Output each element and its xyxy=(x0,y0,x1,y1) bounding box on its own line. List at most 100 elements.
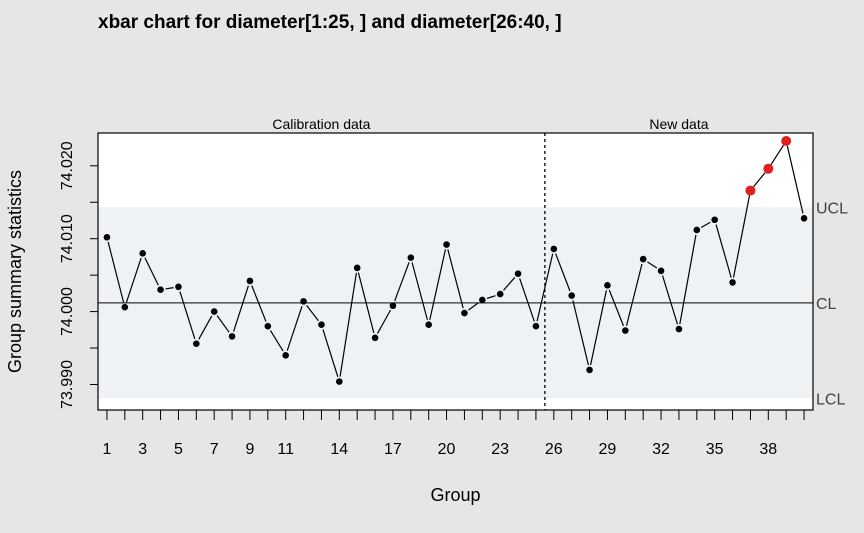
series-segment xyxy=(306,304,319,322)
x-tick-label: 7 xyxy=(210,441,219,458)
y-axis-label: Group summary statistics xyxy=(5,170,25,373)
series-segment xyxy=(394,262,410,302)
series-segment xyxy=(216,315,230,333)
series-segment xyxy=(233,285,249,332)
series-segment xyxy=(647,261,658,269)
x-tick-label: 14 xyxy=(330,441,348,458)
series-segment xyxy=(429,249,447,320)
series-segment xyxy=(107,241,125,303)
out-of-control-point xyxy=(781,136,792,147)
series-segment xyxy=(555,253,571,292)
series-segment xyxy=(125,257,142,303)
data-point xyxy=(175,283,182,291)
series-segment xyxy=(503,277,516,291)
series-segment xyxy=(179,291,196,340)
series-segment xyxy=(339,272,358,377)
data-point xyxy=(657,267,665,275)
data-point xyxy=(389,302,397,310)
data-point xyxy=(729,279,736,286)
data-point xyxy=(800,214,808,222)
y-tick-label: 74.020 xyxy=(59,141,76,190)
data-point xyxy=(675,325,683,333)
x-tick-label: 23 xyxy=(491,441,509,458)
data-point xyxy=(353,264,361,272)
data-point xyxy=(461,309,468,317)
data-point xyxy=(443,241,450,248)
series-segment xyxy=(715,224,732,278)
data-point xyxy=(568,292,575,299)
series-segment xyxy=(251,285,267,322)
series-segment xyxy=(608,289,625,327)
data-point xyxy=(586,366,593,374)
x-tick-label: 29 xyxy=(599,441,617,458)
plot-frame xyxy=(97,132,814,411)
series-segment xyxy=(144,257,159,286)
y-tick-label: 74.000 xyxy=(59,287,76,336)
data-point xyxy=(246,277,254,285)
data-point xyxy=(550,245,558,253)
data-point xyxy=(604,282,611,289)
data-point xyxy=(193,340,200,347)
data-point xyxy=(479,296,486,304)
data-point xyxy=(228,333,236,340)
series-segment xyxy=(411,262,428,321)
data-point xyxy=(210,308,218,315)
x-tick-label: 26 xyxy=(545,441,563,458)
x-tick-label: 1 xyxy=(102,441,111,458)
out-of-control-point xyxy=(763,163,774,174)
x-tick-label: 35 xyxy=(706,441,724,458)
series-segment xyxy=(786,145,804,214)
series-segment xyxy=(468,302,479,311)
cl-label: CL xyxy=(816,296,837,313)
data-point xyxy=(121,303,129,311)
x-axis-label: Group xyxy=(430,485,480,505)
data-point xyxy=(157,286,164,294)
series-segment xyxy=(732,195,751,278)
data-point xyxy=(407,254,415,261)
series-segment xyxy=(753,172,766,188)
x-tick-label: 20 xyxy=(438,441,456,458)
series-segment xyxy=(447,249,464,309)
series-segment xyxy=(661,275,679,325)
series-segment xyxy=(357,272,375,334)
section-label-calibration: Calibration data xyxy=(272,116,370,132)
data-point xyxy=(514,270,522,277)
series-segment xyxy=(165,287,174,290)
data-point xyxy=(693,226,701,234)
data-point xyxy=(300,298,307,305)
data-point xyxy=(264,322,272,330)
data-point xyxy=(336,378,343,385)
x-tick-label: 11 xyxy=(277,441,294,458)
series-segment xyxy=(269,330,284,352)
chart-title: xbar chart for diameter[1:25, ] and diam… xyxy=(98,12,562,33)
y-tick-label: 74.010 xyxy=(59,214,76,263)
data-point xyxy=(496,290,504,298)
data-point xyxy=(103,233,111,241)
data-point xyxy=(532,322,540,330)
data-point xyxy=(139,249,146,257)
data-point xyxy=(711,216,718,224)
data-point xyxy=(425,321,432,329)
series-segment xyxy=(486,295,496,299)
x-tick-label: 17 xyxy=(384,441,402,458)
x-tick-label: 3 xyxy=(138,441,147,458)
lcl-label: LCL xyxy=(816,391,845,408)
series-segment xyxy=(700,221,711,228)
series-segment xyxy=(322,329,339,377)
x-tick-label: 38 xyxy=(759,441,777,458)
series-segment xyxy=(536,253,554,322)
data-point xyxy=(371,334,379,342)
x-tick-label: 9 xyxy=(245,441,254,458)
x-tick-label: 32 xyxy=(652,441,670,458)
ucl-label: UCL xyxy=(816,200,848,217)
x-tick-label: 5 xyxy=(174,441,183,458)
section-label-new: New data xyxy=(649,116,708,132)
y-tick-label: 73.990 xyxy=(59,360,76,409)
series-segment xyxy=(198,315,213,340)
series-segment xyxy=(590,290,607,366)
series-segment xyxy=(286,305,303,351)
data-point xyxy=(282,352,289,359)
series-segment xyxy=(679,234,697,325)
series-segment xyxy=(625,263,643,326)
